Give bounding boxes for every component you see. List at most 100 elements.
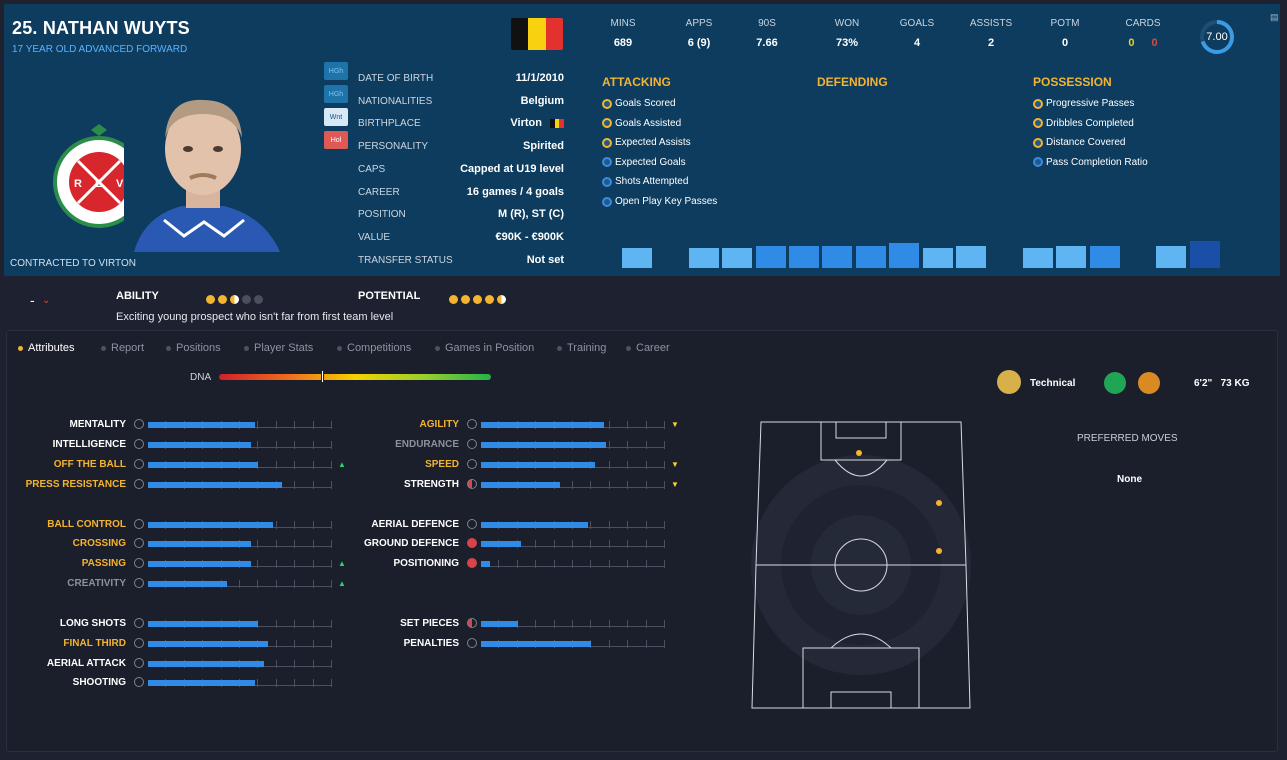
attribute-tick — [312, 580, 314, 588]
attribute-bar — [148, 641, 268, 647]
category-item-possession[interactable]: Pass Completion Ratio — [1033, 157, 1148, 168]
attribute-tick — [294, 660, 296, 668]
attribute-tick — [331, 560, 332, 568]
tab-training[interactable]: Training — [557, 342, 606, 354]
attribute-tick — [645, 521, 647, 529]
tab-label: Report — [111, 342, 145, 354]
category-item-attacking[interactable]: Goals Assisted — [602, 118, 681, 129]
attribute-tick — [294, 580, 296, 588]
attribute-tick — [516, 560, 518, 568]
metric-dot-icon — [602, 98, 612, 109]
attribute-tick — [498, 560, 500, 568]
options-icon[interactable]: ▤ — [1270, 12, 1279, 22]
arrow-down-icon: ▼ — [671, 460, 679, 469]
attribute-bar — [148, 442, 252, 448]
attribute-track — [148, 421, 332, 429]
attribute-bar — [148, 561, 252, 567]
attribute-track — [481, 540, 665, 548]
attribute-tick — [331, 481, 332, 489]
dna-label: DNA — [190, 372, 212, 383]
attribute-tick — [627, 640, 629, 648]
category-item-label: Progressive Passes — [1046, 98, 1135, 109]
stat-90s: 90S 7.66 — [732, 18, 802, 49]
performance-bar — [922, 248, 953, 268]
attribute-tick — [275, 580, 277, 588]
category-item-attacking[interactable]: Open Play Key Passes — [602, 196, 717, 207]
performance-bar — [789, 245, 819, 268]
attribute-tick — [535, 560, 537, 568]
attribute-tick — [294, 620, 296, 628]
attribute-tick — [312, 560, 314, 568]
info-label: DATE OF BIRTH — [358, 73, 434, 84]
tab-positions[interactable]: Positions — [166, 342, 221, 354]
tab-attributes[interactable]: Attributes — [18, 342, 74, 354]
category-item-label: Expected Goals — [615, 156, 686, 168]
attribute-track — [481, 421, 665, 429]
help-button[interactable]: Hol — [324, 131, 348, 149]
attribute-name: BALL CONTROL — [47, 519, 126, 530]
attribute-track — [148, 580, 332, 588]
flag-stripe — [550, 119, 555, 129]
info-value: €90K - €900K — [495, 230, 565, 243]
attribute-track-line — [481, 626, 665, 627]
technical-label: Technical — [1030, 378, 1076, 389]
position-dot — [856, 450, 862, 456]
category-item-attacking[interactable]: Goals Scored — [602, 98, 676, 109]
attribute-tick — [645, 540, 647, 548]
position-dot — [936, 548, 942, 554]
info-value: Virton — [510, 117, 542, 130]
tab-report[interactable]: Report — [101, 342, 144, 354]
tab-player-stats[interactable]: Player Stats — [244, 342, 313, 354]
category-item-possession[interactable]: Distance Covered — [1033, 137, 1125, 148]
arrow-up-icon: ▲ — [338, 460, 346, 469]
player-name: 25. NATHAN WUYTS — [12, 18, 190, 38]
attribute-tick — [331, 580, 332, 588]
category-item-possession[interactable]: Progressive Passes — [1033, 98, 1134, 109]
category-item-attacking[interactable]: Expected Assists — [602, 137, 691, 148]
attribute-track — [481, 640, 665, 648]
category-item-label: Goals Scored — [615, 98, 676, 109]
attribute-tick — [627, 441, 629, 449]
tab-career[interactable]: Career — [626, 342, 670, 354]
attribute-tick — [257, 441, 259, 449]
category-item-attacking[interactable]: Shots Attempted — [602, 176, 688, 187]
attribute-tick — [312, 679, 314, 687]
help-button[interactable]: HGh — [324, 62, 348, 80]
club-crest-icon[interactable]: R E V — [52, 124, 146, 234]
category-item-possession[interactable]: Dribbles Completed — [1033, 118, 1134, 129]
attribute-name: LONG SHOTS — [59, 618, 126, 629]
stat-value: 0 0 — [1108, 37, 1178, 49]
stat-value: 73% — [835, 37, 859, 49]
tab-label: Training — [567, 342, 607, 354]
flag-stripe — [559, 119, 565, 129]
weight-value: 73 KG — [1220, 378, 1250, 389]
attribute-tick — [331, 441, 332, 449]
help-button[interactable]: Wnt — [324, 108, 348, 126]
attribute-track — [148, 640, 332, 648]
attribute-tick — [590, 521, 592, 529]
attribute-tick — [608, 421, 610, 429]
attribute-tick — [294, 481, 296, 489]
category-item-attacking[interactable]: Expected Goals — [602, 157, 686, 168]
attribute-tick — [294, 560, 296, 568]
attribute-tick — [590, 560, 592, 568]
left-foot-icon — [1104, 372, 1126, 394]
tab-dot-icon — [435, 345, 440, 351]
info-value: M (R), ST (C) — [498, 208, 564, 221]
chevron-down-icon[interactable]: ⌄ — [42, 295, 51, 306]
attribute-type-icon — [134, 519, 144, 529]
tab-competitions[interactable]: Competitions — [337, 342, 411, 354]
performance-bar — [622, 248, 652, 268]
attribute-track — [481, 620, 665, 628]
star-icon — [254, 295, 263, 304]
attribute-tick — [331, 620, 332, 628]
position-dot — [936, 500, 942, 506]
tab-games-in-position[interactable]: Games in Position — [435, 342, 534, 354]
attribute-tick — [627, 521, 629, 529]
right-foot-icon — [1138, 372, 1160, 394]
attribute-name: CROSSING — [72, 538, 126, 549]
attribute-tick — [645, 461, 647, 469]
attribute-tick — [572, 620, 573, 628]
help-button[interactable]: HGh — [324, 85, 348, 103]
stat-label: 90S — [758, 18, 776, 29]
